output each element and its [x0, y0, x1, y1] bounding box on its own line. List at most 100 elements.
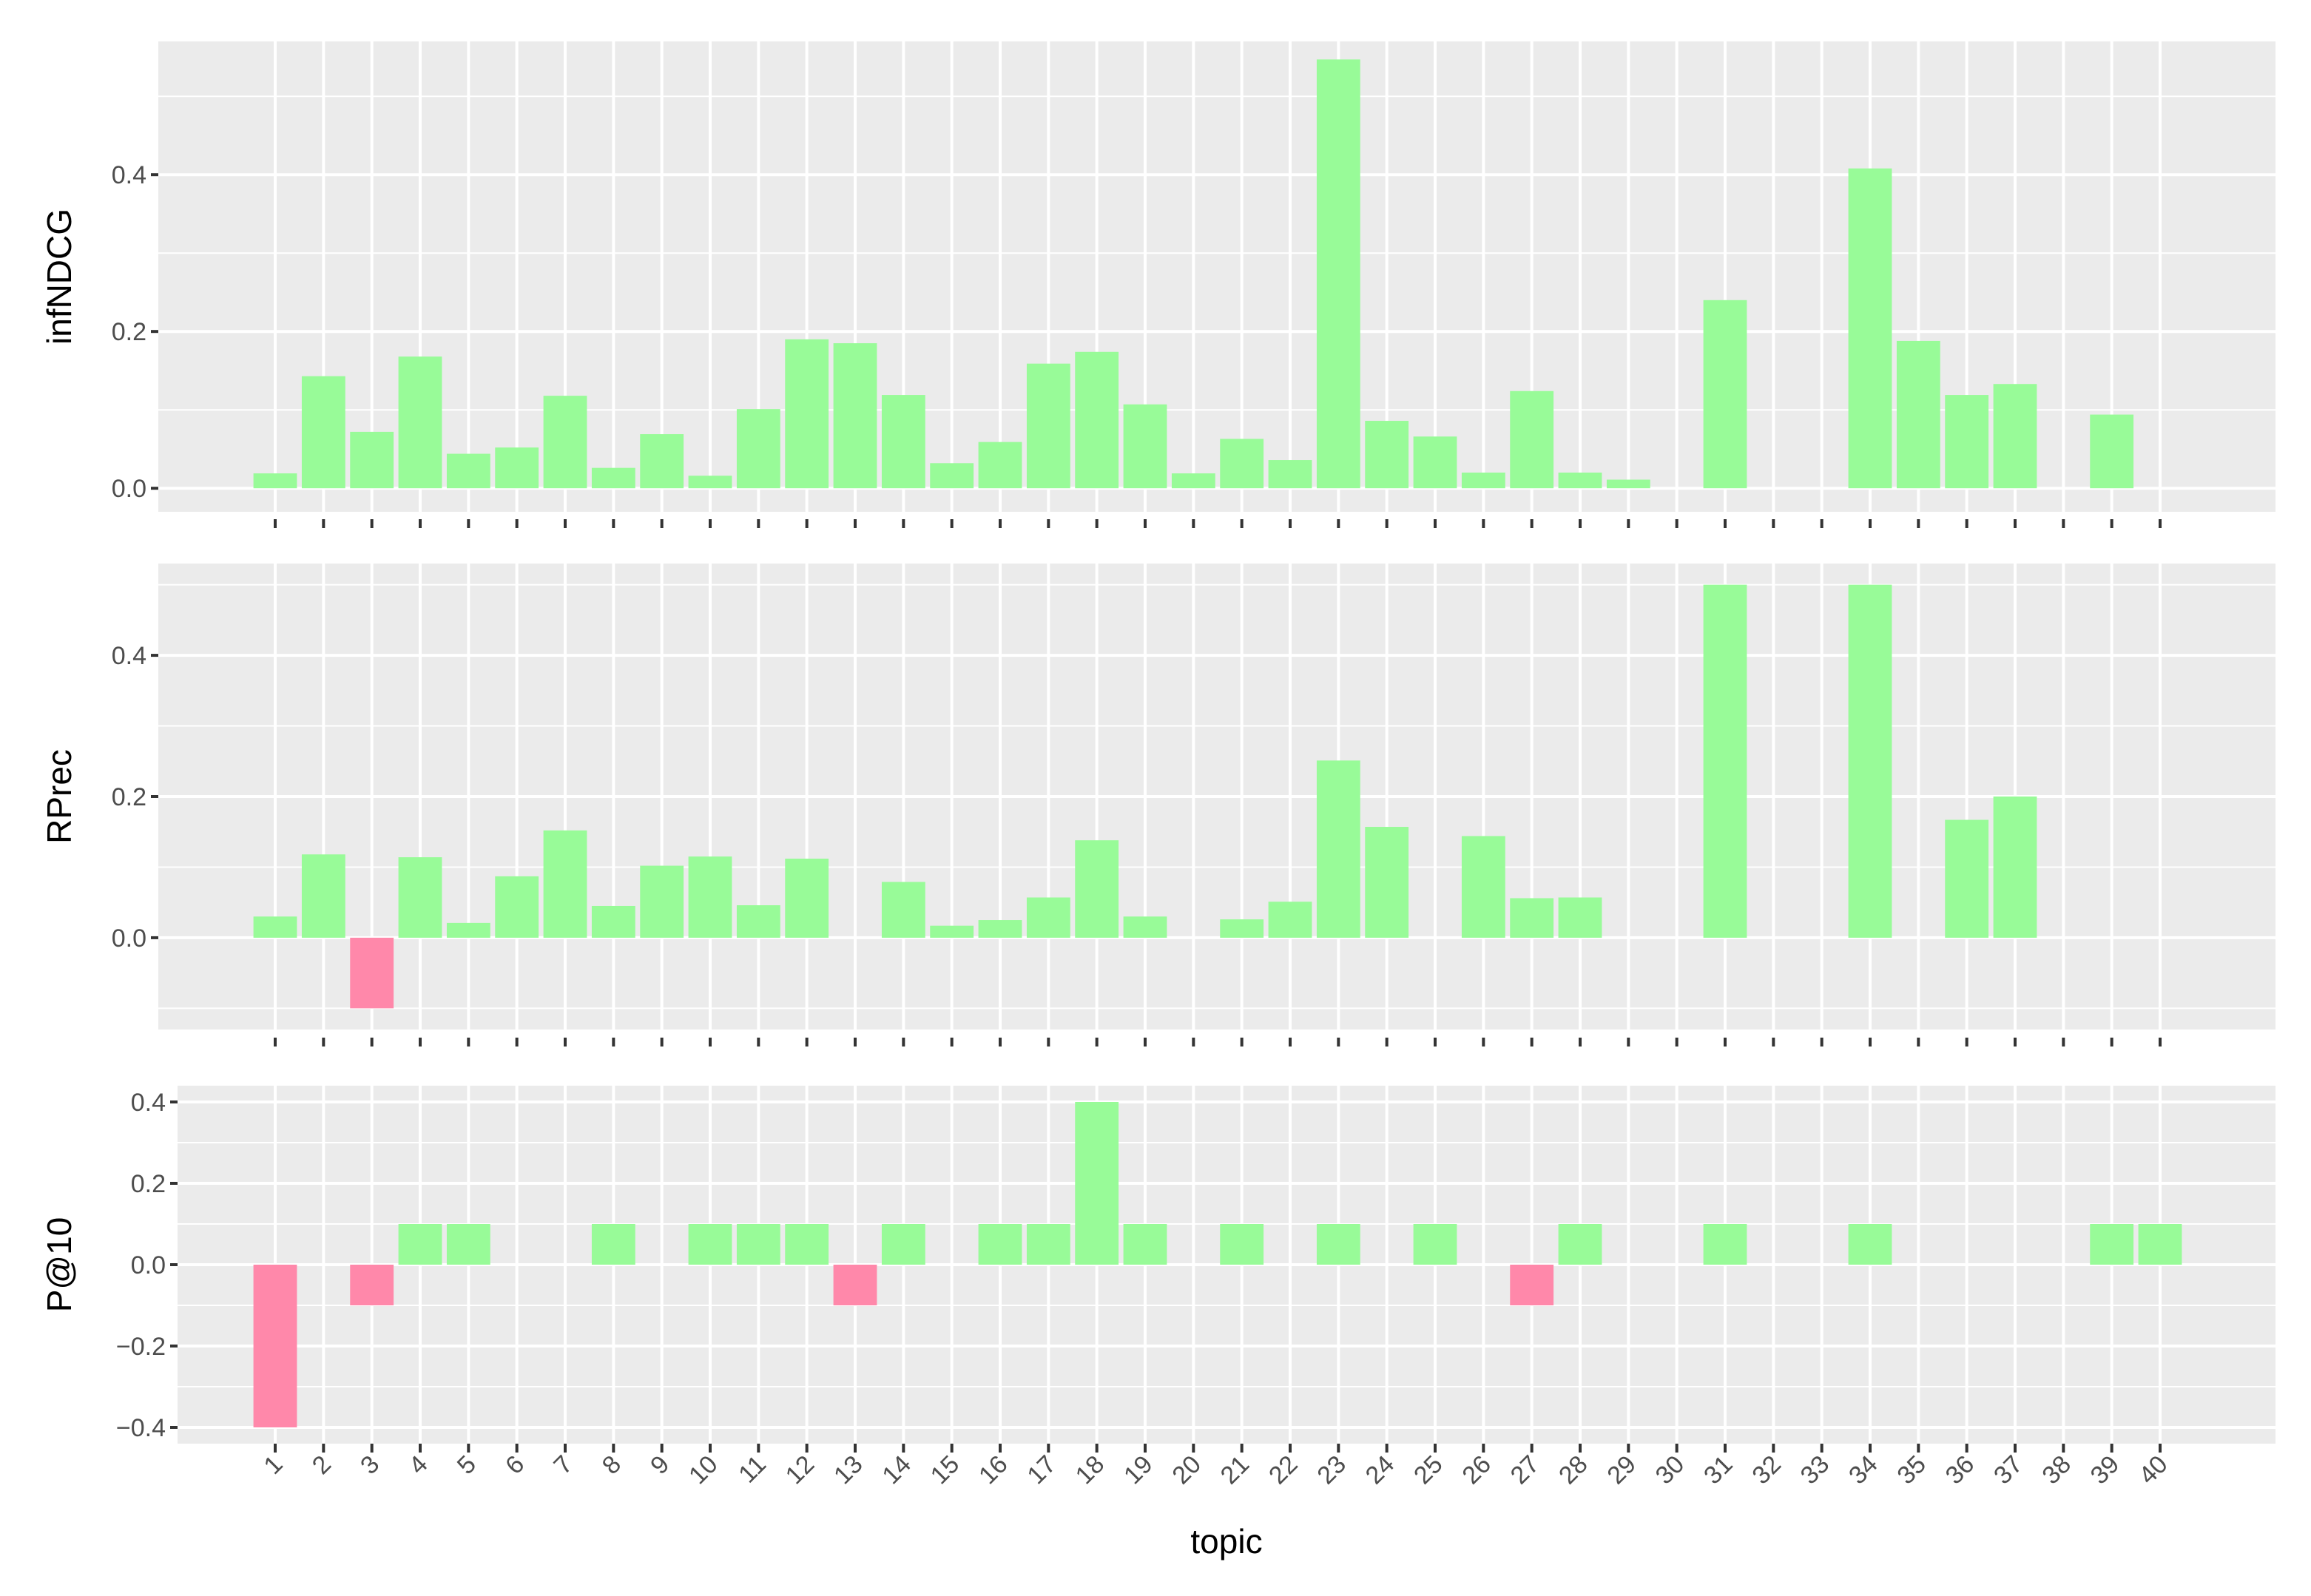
y-tick-label: 0.4 [131, 1089, 166, 1117]
bar-topic-35 [1896, 340, 1940, 489]
bar-topic-21 [1220, 1224, 1264, 1265]
x-tick-label: 12 [780, 1450, 820, 1490]
bar-topic-25 [1413, 1224, 1457, 1265]
bar-topic-25 [1413, 436, 1457, 489]
bar-topic-19 [1123, 916, 1167, 938]
x-tick-label: 33 [1795, 1450, 1835, 1490]
x-tick-label: 24 [1360, 1450, 1400, 1490]
bar-topic-18 [1075, 1102, 1119, 1265]
y-tick-label: −0.4 [116, 1414, 166, 1442]
bar-topic-13 [833, 343, 877, 489]
bar-topic-9 [640, 434, 684, 489]
x-tick-label: 14 [877, 1450, 917, 1490]
bar-topic-1 [253, 473, 297, 489]
bar-topic-13 [833, 1265, 877, 1305]
bar-topic-1 [253, 1265, 297, 1427]
x-tick-label: 26 [1457, 1450, 1497, 1490]
y-tick-label: 0.4 [112, 642, 146, 670]
bar-topic-4 [398, 857, 442, 938]
bar-topic-8 [591, 1224, 635, 1265]
bar-topic-10 [688, 1224, 732, 1265]
bar-topic-5 [446, 922, 490, 938]
bar-topic-24 [1365, 827, 1409, 938]
bar-topic-3 [350, 937, 394, 1009]
bar-topic-27 [1510, 390, 1554, 489]
x-tick-label: 30 [1650, 1450, 1690, 1490]
bar-topic-24 [1365, 421, 1409, 489]
bar-topic-37 [1993, 384, 2037, 489]
bar-topic-20 [1171, 473, 1215, 489]
bar-topic-2 [301, 854, 345, 938]
x-tick-label: 37 [1988, 1450, 2028, 1490]
bar-topic-23 [1316, 1224, 1360, 1265]
bar-topic-6 [495, 876, 539, 938]
bar-topic-28 [1558, 473, 1602, 489]
bar-topic-21 [1220, 919, 1264, 938]
bar-topic-28 [1558, 1224, 1602, 1265]
bar-topic-3 [350, 431, 394, 489]
x-axis-title: topic [1190, 1522, 1262, 1561]
x-tick-label: 16 [974, 1450, 1013, 1490]
bar-topic-10 [688, 476, 732, 489]
bar-topic-16 [978, 920, 1022, 938]
bar-topic-12 [785, 859, 829, 938]
bar-topic-28 [1558, 897, 1602, 938]
bar-topic-7 [543, 830, 587, 938]
bar-topic-17 [1026, 897, 1070, 938]
bar-topic-14 [881, 395, 925, 489]
y-tick-label: 0.0 [112, 475, 146, 503]
bar-topic-2 [301, 376, 345, 489]
bar-topic-4 [398, 356, 442, 489]
bar-topic-14 [881, 882, 925, 938]
bar-topic-34 [1848, 168, 1892, 489]
bar-topic-8 [591, 467, 635, 489]
y-axis-title: RPrec [40, 749, 78, 844]
bar-topic-8 [591, 905, 635, 938]
x-tick-label: 5 [452, 1450, 482, 1480]
x-tick-label: 35 [1892, 1450, 1932, 1490]
bar-topic-11 [736, 905, 780, 938]
x-tick-label: 27 [1505, 1450, 1545, 1490]
x-tick-label: 4 [403, 1450, 433, 1480]
x-tick-label: 21 [1215, 1450, 1255, 1490]
bar-topic-27 [1510, 898, 1554, 938]
x-tick-label: 17 [1022, 1450, 1062, 1490]
bar-topic-40 [2138, 1224, 2182, 1265]
bar-topic-31 [1703, 300, 1747, 489]
bar-topic-6 [495, 447, 539, 489]
x-tick-label: 3 [355, 1450, 385, 1480]
x-tick-label: 28 [1553, 1450, 1593, 1490]
x-tick-label: 8 [597, 1450, 627, 1480]
bar-topic-12 [785, 1224, 829, 1265]
x-tick-label: 15 [925, 1450, 965, 1490]
bar-topic-18 [1075, 840, 1119, 938]
bar-topic-26 [1461, 473, 1505, 489]
bar-topic-16 [978, 442, 1022, 489]
bar-topic-31 [1703, 584, 1747, 938]
bar-topic-36 [1945, 819, 1989, 938]
x-tick-label: 20 [1167, 1450, 1207, 1490]
bar-topic-7 [543, 396, 587, 489]
x-tick-label: 6 [500, 1450, 530, 1480]
bar-topic-9 [640, 865, 684, 938]
bar-topic-23 [1316, 760, 1360, 938]
bar-topic-15 [930, 925, 974, 938]
x-tick-label: 2 [307, 1450, 337, 1480]
bar-topic-39 [2090, 1224, 2134, 1265]
x-tick-label: 31 [1698, 1450, 1738, 1490]
bar-topic-27 [1510, 1265, 1554, 1305]
bar-topic-11 [736, 409, 780, 489]
y-tick-label: 0.2 [131, 1170, 166, 1198]
x-tick-label: 29 [1602, 1450, 1642, 1490]
bar-topic-34 [1848, 1224, 1892, 1265]
y-tick-label: 0.4 [112, 161, 146, 189]
bar-topic-1 [253, 916, 297, 938]
x-tick-label: 10 [684, 1450, 723, 1490]
bar-topic-10 [688, 856, 732, 938]
bar-topic-11 [736, 1224, 780, 1265]
bar-topic-36 [1945, 395, 1989, 489]
y-tick-label: −0.2 [116, 1333, 166, 1361]
bar-topic-18 [1075, 351, 1119, 489]
bar-topic-21 [1220, 439, 1264, 489]
